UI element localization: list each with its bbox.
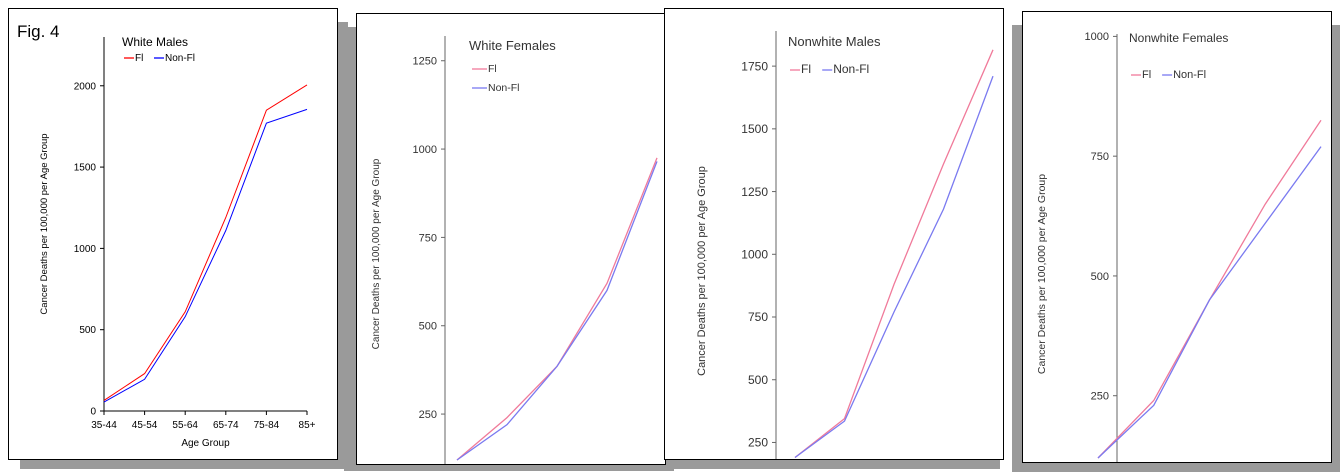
series-line-fl xyxy=(794,49,994,459)
figure-label: Fig. 4 xyxy=(17,22,60,41)
series-line-non-fl xyxy=(456,161,658,461)
chart-title: Nonwhite Males xyxy=(788,34,881,49)
series-line-fl xyxy=(1097,119,1322,459)
nonwhite-males-chart: 250 500 750 1000 1250 1500 1750 Cancer Deaths p… xyxy=(696,31,994,459)
x-tick-label: 45-54 xyxy=(132,420,158,431)
y-tick-label: 500 xyxy=(79,325,96,336)
legend-label: Fl xyxy=(801,62,811,76)
y-tick-label: 250 xyxy=(419,409,437,421)
y-tick-label: 1000 xyxy=(1085,31,1109,43)
y-axis-title: Cancer Deaths per 100,000 per Age Group xyxy=(39,133,50,314)
y-tick-label: 500 xyxy=(748,373,768,387)
y-tick-label: 1250 xyxy=(741,185,768,199)
y-tick-label: 1250 xyxy=(413,56,437,68)
x-tick-label: 55-64 xyxy=(172,420,198,431)
x-axis-label: Age Group xyxy=(181,438,230,449)
series-line-fl xyxy=(456,157,658,461)
y-axis-title: Cancer Deaths per 100,000 per Age Group xyxy=(696,166,708,376)
legend-label: Non-Fl xyxy=(165,53,195,64)
chart-panel-white-males: Fig. 4 0 500 1000 1500 2000 35-44 45-54 55-64 65… xyxy=(8,8,338,460)
nonwhite-females-chart: 250 500 750 1000 Cancer Deaths per 100,000 p… xyxy=(1036,31,1322,462)
series-line-non-fl xyxy=(1097,146,1322,459)
y-tick-label: 500 xyxy=(1091,271,1109,283)
y-tick-label: 500 xyxy=(419,321,437,333)
y-tick-label: 2000 xyxy=(74,81,97,92)
y-tick-label: 1000 xyxy=(74,244,97,255)
legend-label: Fl xyxy=(135,53,143,64)
series-line-non-fl xyxy=(103,108,308,403)
legend-label: Non-Fl xyxy=(1173,69,1206,81)
legend-label: Non-Fl xyxy=(488,82,520,94)
chart-panel-nonwhite-males: 250 500 750 1000 1250 1500 1750 Cancer Deaths p… xyxy=(664,8,1004,460)
y-tick-label: 750 xyxy=(1091,151,1109,163)
white-females-chart: 250 500 750 1000 1250 Cancer Deaths per 100,0… xyxy=(371,36,658,464)
legend-label: Non-Fl xyxy=(833,62,869,76)
y-tick-label: 1000 xyxy=(413,144,437,156)
x-tick-label: 35-44 xyxy=(91,420,117,431)
chart-panel-white-females: 250 500 750 1000 1250 Cancer Deaths per 100,0… xyxy=(356,13,666,465)
legend-label: Fl xyxy=(1142,69,1151,81)
chart-title: White Males xyxy=(122,35,188,49)
series-line-fl xyxy=(103,84,308,401)
legend-label: Fl xyxy=(488,63,497,75)
chart-panel-nonwhite-females: 250 500 750 1000 Cancer Deaths per 100,000 p… xyxy=(1022,11,1332,463)
y-axis-title: Cancer Deaths per 100,000 per Age Group xyxy=(371,158,382,349)
y-axis-title: Cancer Deaths per 100,000 per Age Group xyxy=(1036,174,1048,374)
chart-title: White Females xyxy=(469,38,556,53)
y-tick-label: 750 xyxy=(419,232,437,244)
y-tick-label: 250 xyxy=(1091,391,1109,403)
x-tick-label: 85+ xyxy=(299,420,316,431)
x-tick-label: 75-84 xyxy=(254,420,280,431)
white-males-chart: 0 500 1000 1500 2000 35-44 45-54 55-64 65-74 75-8… xyxy=(39,35,316,449)
y-tick-label: 250 xyxy=(748,436,768,450)
chart-title: Nonwhite Females xyxy=(1129,31,1228,45)
y-tick-label: 1500 xyxy=(74,163,97,174)
series-line-non-fl xyxy=(794,75,994,459)
y-tick-label: 750 xyxy=(748,310,768,324)
y-tick-label: 0 xyxy=(90,407,96,418)
x-tick-label: 65-74 xyxy=(213,420,239,431)
y-tick-label: 1750 xyxy=(741,59,768,73)
y-tick-label: 1000 xyxy=(741,247,768,261)
y-tick-label: 1500 xyxy=(741,122,768,136)
